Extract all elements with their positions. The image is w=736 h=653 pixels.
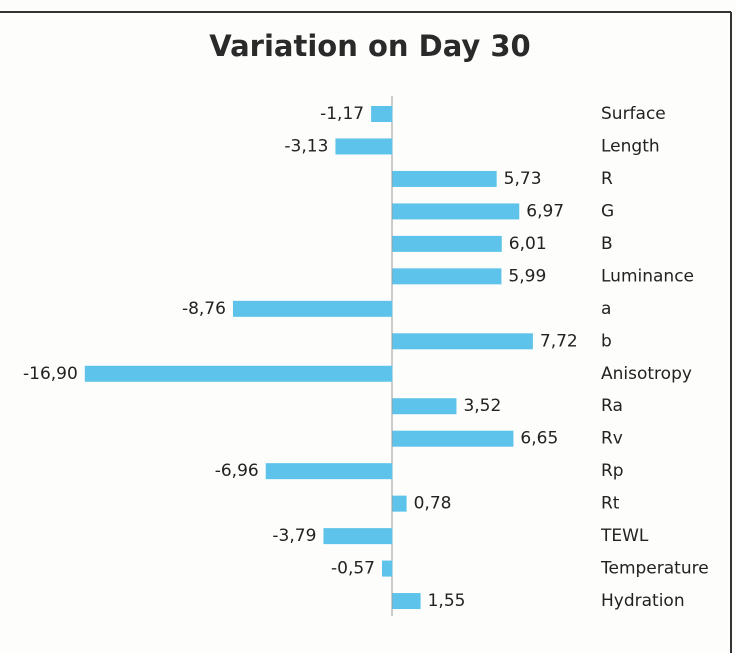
category-label: Ra bbox=[601, 396, 623, 416]
bar bbox=[392, 593, 421, 610]
category-label: Length bbox=[601, 136, 660, 156]
bar bbox=[392, 170, 497, 187]
category-label: b bbox=[601, 331, 612, 351]
category-label: a bbox=[601, 299, 611, 319]
value-label: -16,90 bbox=[23, 364, 78, 384]
value-label: 1,55 bbox=[428, 591, 466, 611]
value-label: 7,72 bbox=[540, 331, 578, 351]
bar bbox=[392, 203, 520, 220]
value-label: 6,65 bbox=[520, 429, 558, 449]
bar bbox=[265, 463, 393, 480]
bar bbox=[392, 333, 533, 350]
value-label: 3,52 bbox=[463, 396, 501, 416]
value-label: -3,13 bbox=[284, 136, 328, 156]
value-label: 0,78 bbox=[414, 494, 452, 514]
category-label: Hydration bbox=[601, 591, 685, 611]
value-label: 5,99 bbox=[508, 266, 546, 286]
bar bbox=[232, 300, 393, 317]
value-label: 6,01 bbox=[509, 234, 547, 254]
value-label: -3,79 bbox=[272, 526, 316, 546]
value-label: 6,97 bbox=[526, 201, 564, 221]
bar bbox=[84, 365, 393, 382]
category-label: R bbox=[601, 169, 613, 189]
value-label: -0,57 bbox=[331, 559, 375, 579]
category-label: Rp bbox=[601, 461, 624, 481]
category-label: Anisotropy bbox=[601, 364, 692, 384]
category-label: B bbox=[601, 234, 613, 254]
bar bbox=[335, 138, 393, 155]
chart-title: Variation on Day 30 bbox=[209, 29, 530, 63]
bar bbox=[392, 268, 502, 285]
value-label: 5,73 bbox=[504, 169, 542, 189]
category-label: TEWL bbox=[600, 526, 649, 546]
value-label: -6,96 bbox=[215, 461, 259, 481]
bar bbox=[392, 430, 514, 447]
category-label: Temperature bbox=[600, 559, 709, 579]
value-label: -8,76 bbox=[182, 299, 226, 319]
bar bbox=[392, 495, 407, 512]
value-label: -1,17 bbox=[320, 104, 364, 124]
bar bbox=[371, 106, 393, 122]
category-label: Surface bbox=[601, 104, 666, 124]
bar bbox=[382, 560, 393, 577]
bar bbox=[323, 528, 393, 545]
category-label: Rv bbox=[601, 429, 623, 449]
category-label: Rt bbox=[601, 494, 620, 514]
category-label: Luminance bbox=[601, 266, 694, 286]
bar bbox=[392, 398, 457, 415]
bar bbox=[392, 235, 502, 252]
category-label: G bbox=[601, 201, 614, 221]
